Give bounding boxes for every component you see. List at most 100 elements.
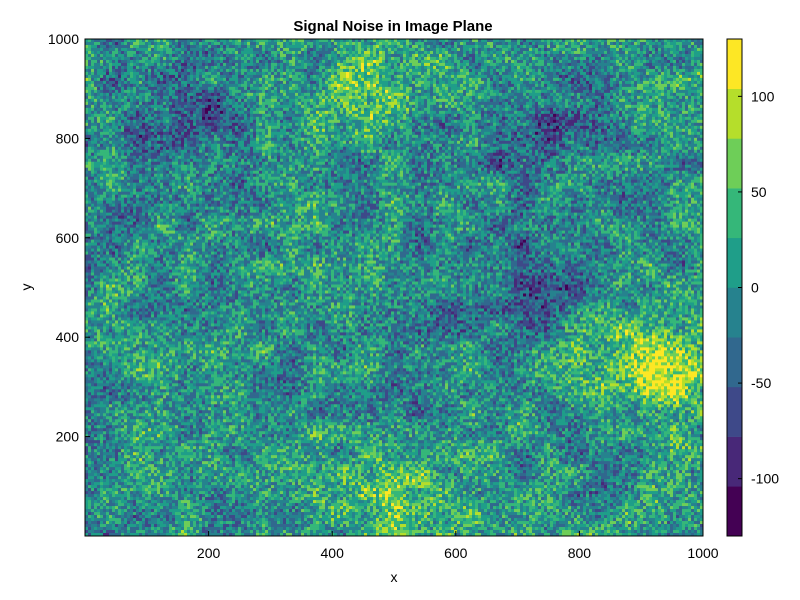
heatmap-cell [664,56,668,61]
heatmap-cell [301,71,305,76]
heatmap-cell [493,62,497,67]
heatmap-cell [691,83,695,88]
heatmap-cell [151,83,155,88]
heatmap-cell [175,104,179,109]
heatmap-cell [199,83,203,88]
heatmap-cell [685,56,689,61]
heatmap-cell [679,104,683,109]
heatmap-cell [586,44,590,49]
heatmap-cell [262,95,266,100]
heatmap-cell [295,41,299,46]
heatmap-cell [205,71,209,76]
heatmap-cell [538,50,542,55]
heatmap-cell [241,86,245,91]
heatmap-cell [451,77,455,82]
heatmap-cell [289,47,293,52]
heatmap-cell [439,59,443,64]
heatmap-cell [241,77,245,82]
heatmap-cell [493,41,497,46]
heatmap-cell [226,41,230,46]
heatmap-cell [376,92,380,97]
heatmap-cell [241,65,245,70]
heatmap-cell [226,101,230,106]
heatmap-cell [514,104,518,109]
heatmap-cell [229,68,233,73]
heatmap-cell [574,101,578,106]
heatmap-cell [604,92,608,97]
heatmap-cell [565,74,569,79]
heatmap-cell [571,65,575,70]
heatmap-cell [268,47,272,52]
heatmap-cell [445,47,449,52]
heatmap-cell [319,41,323,46]
heatmap-cell [316,107,320,112]
heatmap-cell [376,62,380,67]
heatmap-cell [646,62,650,67]
heatmap-cell [118,65,122,70]
heatmap-cell [358,83,362,88]
heatmap-cell [409,39,413,43]
heatmap-cell [526,74,530,79]
heatmap-cell [265,65,269,70]
heatmap-cell [160,83,164,88]
heatmap-cell [505,95,509,100]
heatmap-cell [550,59,554,64]
heatmap-cell [676,86,680,91]
heatmap-cell [658,50,662,55]
heatmap-cell [481,53,485,58]
heatmap-cell [640,44,644,49]
heatmap-cell [658,104,662,109]
heatmap-cell [466,68,470,73]
heatmap-cell [634,101,638,106]
heatmap-cell [559,83,563,88]
heatmap-cell [700,68,704,73]
heatmap-cell [292,39,296,43]
heatmap-cell [190,107,194,112]
heatmap-cell [523,44,527,49]
heatmap-cell [145,107,149,112]
heatmap-cell [97,65,101,70]
heatmap-cell [349,41,353,46]
heatmap-cell [667,41,671,46]
heatmap-cell [433,107,437,112]
heatmap-cell [271,53,275,58]
heatmap-cell [517,92,521,97]
heatmap-cell [127,68,131,73]
heatmap-cell [625,80,629,85]
heatmap-cell [388,98,392,103]
heatmap-cell [478,41,482,46]
heatmap-cell [616,80,620,85]
heatmap-cell [211,47,215,52]
heatmap-cell [274,41,278,46]
heatmap-cell [253,68,257,73]
heatmap-cell [199,68,203,73]
heatmap-cell [223,50,227,55]
heatmap-cell [604,39,608,43]
heatmap-cell [664,80,668,85]
heatmap-cell [514,47,518,52]
heatmap-cell [493,80,497,85]
heatmap-cell [430,80,434,85]
heatmap-cell [340,107,344,112]
heatmap-cell [130,83,134,88]
heatmap-cell [406,56,410,61]
heatmap-cell [259,39,263,43]
heatmap-cell [397,98,401,103]
heatmap-cell [460,86,464,91]
heatmap-cell [307,50,311,55]
heatmap-cell [154,68,158,73]
heatmap-cell [430,50,434,55]
heatmap-cell [469,80,473,85]
heatmap-cell [112,80,116,85]
heatmap-cell [259,98,263,103]
heatmap-cell [388,62,392,67]
heatmap-cell [532,80,536,85]
heatmap-cell [247,74,251,79]
heatmap-cell [433,98,437,103]
heatmap-cell [100,77,104,82]
heatmap-cell [481,104,485,109]
heatmap-cell [103,47,107,52]
heatmap-cell [262,74,266,79]
heatmap-cell [634,47,638,52]
heatmap-cell [580,83,584,88]
